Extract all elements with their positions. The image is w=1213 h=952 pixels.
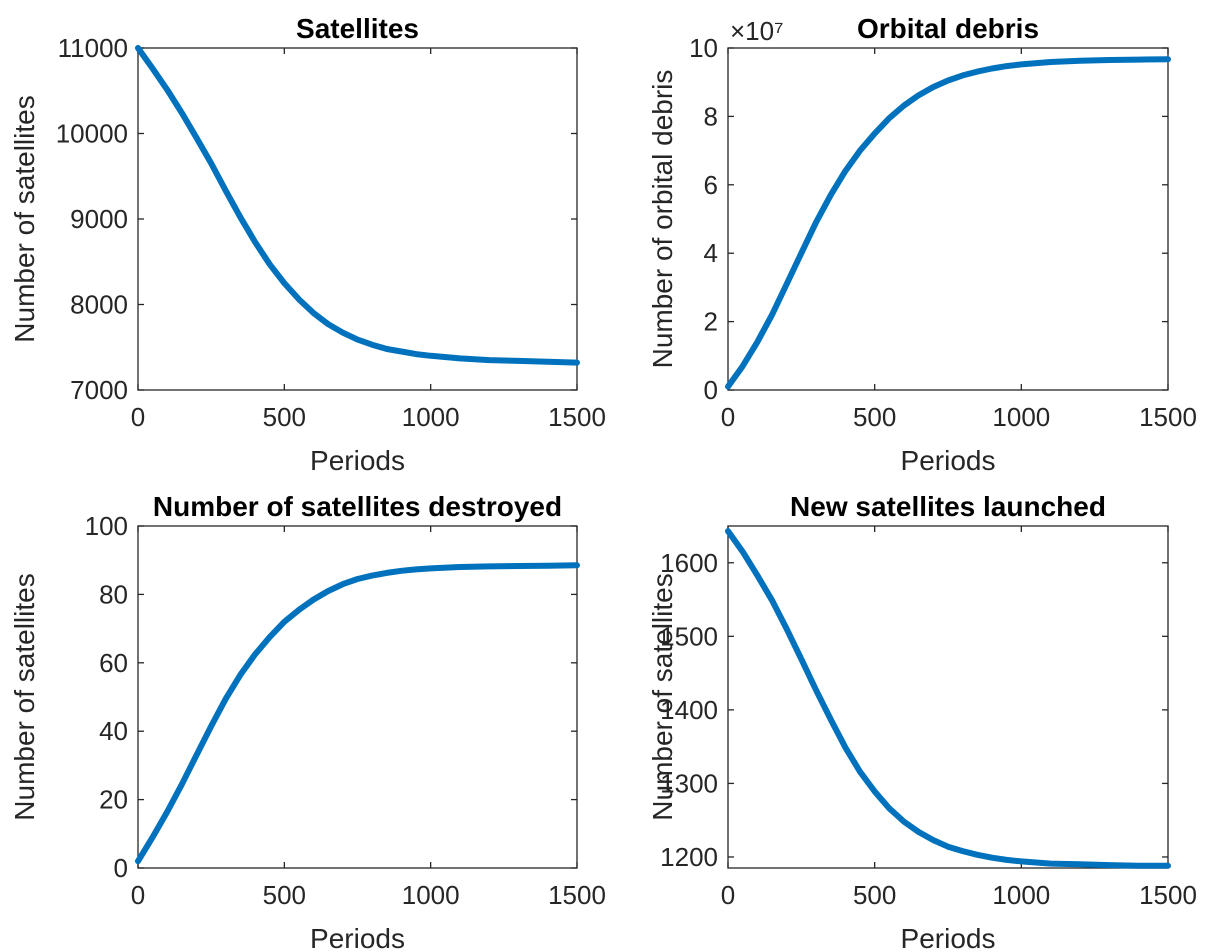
y-tick-label: 80 <box>99 579 128 609</box>
x-axis-label: Periods <box>901 923 996 952</box>
x-tick-label: 1500 <box>548 880 606 910</box>
y-axis-label: Number of satellites <box>9 95 40 342</box>
x-tick-label: 500 <box>853 880 896 910</box>
y-tick-label: 60 <box>99 648 128 678</box>
y-tick-label: 0 <box>114 853 128 883</box>
y-tick-label: 1500 <box>660 621 718 651</box>
y-tick-label: 10 <box>689 33 718 63</box>
y-tick-label: 4 <box>704 238 718 268</box>
chart-title: Orbital debris <box>857 13 1039 44</box>
axes-box <box>137 525 578 869</box>
subplot-3: 0 500 1000 1500 0 20 40 60 80 100 Number of satell… <box>9 491 606 952</box>
y-tick-label: 7000 <box>70 375 128 405</box>
x-tick-label: 1000 <box>992 880 1050 910</box>
x-tick-label: 1000 <box>992 402 1050 432</box>
x-axis-label: Periods <box>901 445 996 476</box>
x-tick-label: 0 <box>131 402 145 432</box>
subplot-4: 0 500 1000 1500 1200 1300 1400 1500 1600 New sate… <box>647 491 1197 952</box>
x-tick-label: 1500 <box>1139 880 1197 910</box>
series-line-1 <box>135 562 580 865</box>
chart-title: Satellites <box>296 13 419 44</box>
series-line-1 <box>135 45 580 366</box>
y-tick-label: 1300 <box>660 768 718 798</box>
series-line-1 <box>725 528 1171 869</box>
x-tick-label: 1500 <box>1139 402 1197 432</box>
y-tick-label: 6 <box>704 170 718 200</box>
y-tick-label: 2 <box>704 307 718 337</box>
x-tick-label: 500 <box>263 880 306 910</box>
y-tick-label: 1200 <box>660 842 718 872</box>
y-tick-label: 8000 <box>70 290 128 320</box>
y-tick-label: 11000 <box>58 33 128 63</box>
axes-box <box>727 525 1169 869</box>
x-tick-label: 0 <box>721 880 735 910</box>
series-line-1 <box>725 56 1171 390</box>
x-axis-label: Periods <box>310 923 405 952</box>
chart-title: Number of satellites destroyed <box>153 491 562 522</box>
y-tick-label: 8 <box>704 101 718 131</box>
x-tick-label: 1000 <box>402 880 460 910</box>
x-tick-label: 500 <box>853 402 896 432</box>
y-tick-label: 20 <box>99 785 128 815</box>
y-axis-label: Number of orbital debris <box>647 70 678 369</box>
y-axis-label: Number of satellites <box>647 573 678 820</box>
y-tick-label: 10000 <box>56 119 128 149</box>
subplot-2: 0 500 1000 1500 0 2 4 6 8 10 ×10⁷ Orbital debris Per… <box>647 13 1197 476</box>
y-tick-label: 100 <box>85 511 128 541</box>
y-axis-label: Number of satellites <box>9 573 40 820</box>
y-exponent-label: ×10⁷ <box>730 16 784 46</box>
y-tick-label: 0 <box>704 375 718 405</box>
x-axis-label: Periods <box>310 445 405 476</box>
chart-title: New satellites launched <box>790 491 1106 522</box>
y-tick-label: 9000 <box>70 204 128 234</box>
x-tick-label: 0 <box>131 880 145 910</box>
x-tick-label: 1500 <box>548 402 606 432</box>
x-tick-label: 0 <box>721 402 735 432</box>
y-tick-label: 1400 <box>660 695 718 725</box>
subplot-1: 0 500 1000 1500 7000 8000 9000 10000 11000 Satell… <box>9 13 606 476</box>
x-tick-label: 1000 <box>402 402 460 432</box>
x-tick-label: 500 <box>263 402 306 432</box>
y-tick-label: 1600 <box>660 548 718 578</box>
axes-box <box>727 47 1169 391</box>
y-tick-label: 40 <box>99 716 128 746</box>
